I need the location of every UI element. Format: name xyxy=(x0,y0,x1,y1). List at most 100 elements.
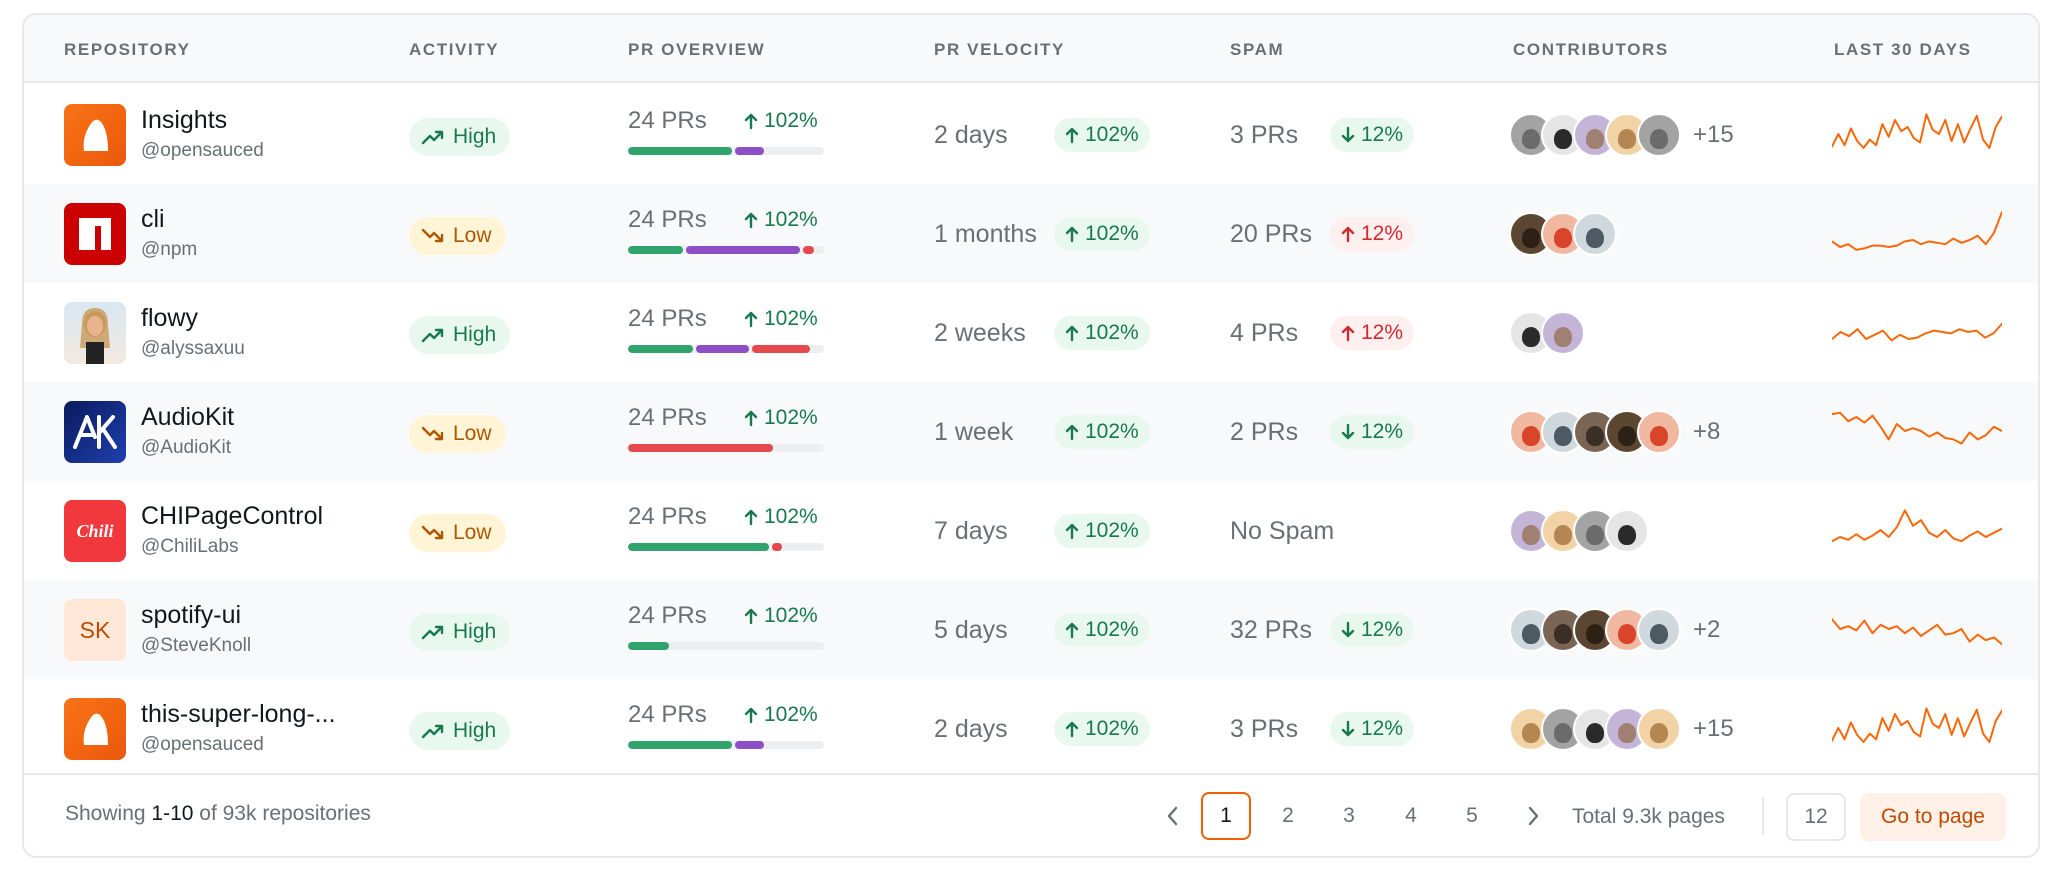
avatar-face xyxy=(1554,624,1572,644)
arrow-up-icon xyxy=(1341,226,1355,243)
repo-owner[interactable]: @opensauced xyxy=(141,140,264,161)
pr-pct: 102% xyxy=(764,406,818,429)
spam-trend-badge: 12% xyxy=(1330,415,1415,449)
table-row[interactable]: cli @npm Low 24 PRs 102% 1 months 102% 2… xyxy=(24,184,2038,283)
avatar-face xyxy=(1522,327,1540,347)
contributors-more[interactable]: +2 xyxy=(1693,616,1721,643)
table-row[interactable]: Chili CHIPageControl @ChiliLabs Low 24 P… xyxy=(24,481,2038,580)
repo-owner[interactable]: @npm xyxy=(141,239,198,260)
contributors-more[interactable]: +15 xyxy=(1693,715,1734,742)
table-header: REPOSITORY ACTIVITY PR OVERVIEW PR VELOC… xyxy=(24,15,2038,83)
contributors-stack: +2 xyxy=(1509,608,1720,652)
spam-pct: 12% xyxy=(1361,123,1404,146)
arrow-up-icon xyxy=(744,113,758,130)
page-button-3[interactable]: 3 xyxy=(1343,804,1355,827)
avatar-face xyxy=(1586,129,1604,149)
prev-page-button[interactable] xyxy=(1152,792,1192,840)
repo-name[interactable]: flowy xyxy=(141,304,198,332)
spam-pct: 12% xyxy=(1361,717,1404,740)
showing-summary: Showing 1-10 of 93k repositories xyxy=(65,802,371,826)
arrow-up-icon xyxy=(1065,721,1079,738)
velocity-pct: 102% xyxy=(1085,717,1139,740)
avatar-face xyxy=(1618,129,1636,149)
next-page-button[interactable] xyxy=(1514,792,1554,840)
contributor-avatar[interactable] xyxy=(1637,608,1681,652)
footer-divider xyxy=(1762,797,1764,835)
contributors-more[interactable]: +15 xyxy=(1693,121,1734,148)
repo-logo[interactable] xyxy=(64,203,126,265)
col-activity[interactable]: ACTIVITY xyxy=(409,40,500,59)
avatar-face xyxy=(1554,525,1572,545)
arrow-down-icon xyxy=(1341,126,1355,143)
repo-logo[interactable]: SK xyxy=(64,599,126,661)
repo-name[interactable]: AudioKit xyxy=(141,403,235,431)
arrow-up-icon xyxy=(1065,127,1079,144)
contributors-more[interactable]: +8 xyxy=(1693,418,1721,445)
repo-owner[interactable]: @AudioKit xyxy=(141,437,232,458)
repo-logo[interactable] xyxy=(64,104,126,166)
repo-logo[interactable] xyxy=(64,401,126,463)
pr-bar-closed xyxy=(772,543,782,551)
spam-count: 2 PRs xyxy=(1230,418,1299,446)
page-button-2[interactable]: 2 xyxy=(1282,804,1294,827)
spam-trend-badge: 12% xyxy=(1330,316,1415,350)
opensauced-logo-icon xyxy=(83,119,108,151)
col-spam[interactable]: SPAM xyxy=(1230,40,1285,59)
repo-logo[interactable]: Chili xyxy=(64,500,126,562)
pr-velocity: 2 days xyxy=(934,715,1008,743)
avatar-face xyxy=(1586,525,1604,545)
repo-owner[interactable]: @alyssaxuu xyxy=(141,338,245,359)
col-pr-overview[interactable]: PR OVERVIEW xyxy=(628,40,766,59)
avatar-face xyxy=(1554,129,1572,149)
repo-owner[interactable]: @opensauced xyxy=(141,734,264,755)
col-last-30-days[interactable]: LAST 30 DAYS xyxy=(1834,40,1972,59)
pr-bar-merged xyxy=(628,543,770,551)
col-pr-velocity[interactable]: PR VELOCITY xyxy=(934,40,1065,59)
arrow-down-icon xyxy=(1341,423,1355,440)
goto-page-button[interactable]: Go to page xyxy=(1860,793,2006,841)
trending-down-icon xyxy=(421,525,444,540)
contributors-stack: +8 xyxy=(1509,410,1720,454)
repo-logo[interactable] xyxy=(64,302,126,364)
table-row[interactable]: flowy @alyssaxuu High 24 PRs 102% 2 week… xyxy=(24,283,2038,382)
contributor-avatar[interactable] xyxy=(1637,113,1681,157)
repo-name[interactable]: Insights xyxy=(141,106,228,134)
arrow-up-icon xyxy=(744,311,758,328)
repo-logo[interactable] xyxy=(64,698,126,760)
contributor-avatar[interactable] xyxy=(1541,311,1585,355)
table-row[interactable]: AudioKit @AudioKit Low 24 PRs 102% 1 wee… xyxy=(24,382,2038,481)
showing-suffix: of 93k repositories xyxy=(199,802,371,825)
repo-name[interactable]: this-super-long-... xyxy=(141,700,336,728)
page-button-1[interactable]: 1 xyxy=(1201,792,1251,840)
sparkline-line xyxy=(1832,509,2002,543)
repo-name[interactable]: CHIPageControl xyxy=(141,502,324,530)
col-contributors[interactable]: CONTRIBUTORS xyxy=(1513,40,1669,59)
pr-growth: 102% xyxy=(744,604,818,628)
contributor-avatar[interactable] xyxy=(1637,410,1681,454)
velocity-trend-badge: 102% xyxy=(1054,613,1150,647)
activity-label: High xyxy=(453,125,497,148)
contributor-avatar[interactable] xyxy=(1573,212,1617,256)
pr-count: 24 PRs xyxy=(628,107,707,134)
pr-bar-merged xyxy=(628,246,683,254)
contributor-avatar[interactable] xyxy=(1637,707,1681,751)
avatar-face xyxy=(1522,426,1540,446)
contributor-avatar[interactable] xyxy=(1605,509,1649,553)
table-row[interactable]: Insights @opensauced High 24 PRs 102% 2 … xyxy=(24,85,2038,184)
avatar-face xyxy=(1522,525,1540,545)
table-row[interactable]: SK spotify-ui @SteveKnoll High 24 PRs 10… xyxy=(24,580,2038,679)
spam-none: No Spam xyxy=(1230,517,1335,545)
avatar-face xyxy=(1586,723,1604,743)
page-button-4[interactable]: 4 xyxy=(1405,804,1417,827)
page-button-5[interactable]: 5 xyxy=(1466,804,1478,827)
activity-sparkline xyxy=(1832,618,2002,646)
repo-owner[interactable]: @ChiliLabs xyxy=(141,536,239,557)
pr-pct: 102% xyxy=(764,307,818,330)
table-row[interactable]: this-super-long-... @opensauced High 24 … xyxy=(24,679,2038,778)
repo-owner[interactable]: @SteveKnoll xyxy=(141,635,252,656)
goto-page-input[interactable] xyxy=(1786,793,1846,841)
repo-name[interactable]: cli xyxy=(141,205,165,233)
flowy-avatar-icon xyxy=(80,308,110,364)
col-repository[interactable]: REPOSITORY xyxy=(64,40,191,59)
repo-name[interactable]: spotify-ui xyxy=(141,601,242,629)
